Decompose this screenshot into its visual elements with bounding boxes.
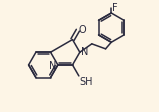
- Text: O: O: [79, 25, 86, 35]
- Text: N: N: [49, 61, 57, 71]
- Text: SH: SH: [80, 77, 93, 87]
- Text: F: F: [112, 3, 118, 13]
- Text: N: N: [81, 47, 89, 57]
